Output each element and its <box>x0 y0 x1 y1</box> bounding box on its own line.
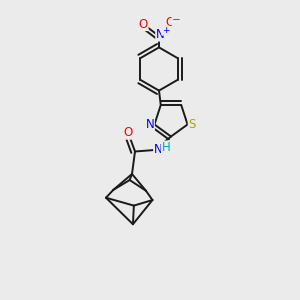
Text: S: S <box>188 118 196 131</box>
Text: O: O <box>123 126 132 139</box>
Text: +: + <box>162 26 169 35</box>
Text: N: N <box>154 142 163 156</box>
Text: H: H <box>161 141 170 154</box>
Text: O: O <box>139 17 148 31</box>
Text: N: N <box>156 28 165 41</box>
Text: N: N <box>146 118 154 131</box>
Text: −: − <box>172 15 181 26</box>
Text: O: O <box>166 16 175 29</box>
